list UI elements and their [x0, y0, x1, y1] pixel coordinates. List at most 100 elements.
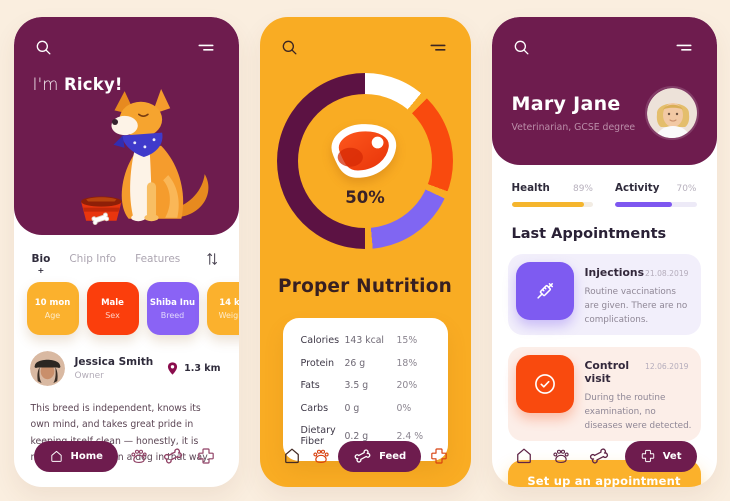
dog-bowl	[80, 196, 122, 225]
bone-icon	[162, 448, 184, 464]
owner-avatar-image	[29, 351, 65, 386]
paw-icon	[311, 446, 331, 466]
owner-distance: 1.3 km	[165, 361, 221, 376]
appointments-section-title: Last Appointments	[511, 226, 667, 242]
nav-plus-button[interactable]	[427, 444, 451, 468]
search-icon	[280, 38, 300, 58]
nav-paw-button[interactable]	[127, 444, 151, 468]
stat-health-percent: 89%	[572, 184, 593, 194]
nutrition-bottom-nav: Feed	[260, 439, 471, 473]
tab-bio-label: Bio	[31, 253, 51, 265]
row-label: Calories	[300, 335, 340, 346]
row-label: Protein	[300, 357, 335, 369]
row-label: Carbs	[300, 402, 329, 414]
appointment-card-control-visit[interactable]: Control visit 12.06.2019 During the rout…	[507, 347, 701, 442]
owner-role: Owner	[74, 371, 104, 381]
chip-sex[interactable]: Male Sex	[86, 282, 139, 335]
menu-button[interactable]	[193, 36, 219, 60]
chip-age-label: Age	[44, 310, 61, 320]
tab-features[interactable]: Features	[135, 253, 180, 265]
table-row: Dietary Fiber 0.2 g 2.4 %	[301, 425, 431, 447]
row-value: 3.5 g	[344, 380, 369, 391]
search-icon	[34, 38, 54, 58]
health-progress-fill	[511, 202, 585, 207]
nav-feed-label: Feed	[379, 450, 407, 462]
greeting-prefix: I'm	[32, 75, 59, 94]
menu-button[interactable]	[671, 36, 697, 60]
nav-feed-button[interactable]: Feed	[338, 440, 422, 472]
paw-icon	[551, 446, 571, 466]
search-button[interactable]	[278, 36, 302, 60]
search-icon	[512, 38, 532, 58]
row-value: 0.2 g	[344, 430, 369, 442]
table-row: Calories 143 kcal 15%	[301, 335, 431, 346]
syringe-icon	[532, 278, 558, 304]
activity-progress-fill	[615, 202, 673, 207]
nav-home-button[interactable]: Home	[33, 440, 118, 472]
nutrition-title: Proper Nutrition	[278, 276, 452, 297]
row-percent: 2.4 %	[396, 430, 424, 442]
tab-bio[interactable]: Bio +	[31, 253, 51, 275]
nav-plus-button[interactable]	[194, 444, 218, 468]
nav-home-button[interactable]	[280, 444, 304, 468]
steak-icon	[331, 124, 397, 178]
vet-header-card: Mary Jane Veterinarian, GCSE degree	[491, 17, 717, 165]
appointment-text: During the routine examination, no disea…	[584, 393, 692, 432]
filter-button[interactable]	[203, 250, 221, 268]
plus-icon	[640, 448, 656, 464]
search-button[interactable]	[510, 36, 534, 60]
table-row: Fats 3.5 g 20%	[301, 380, 431, 391]
nav-paw-button[interactable]	[549, 444, 573, 468]
health-progress-bar	[511, 202, 593, 207]
tab-chip-info[interactable]: Chip Info	[69, 253, 116, 265]
pet-name: Ricky!	[64, 75, 123, 94]
distance-value: 1.3 km	[184, 363, 221, 374]
row-percent: 18%	[396, 357, 418, 369]
appointment-date: 12.06.2019	[645, 362, 689, 372]
menu-button[interactable]	[425, 36, 451, 60]
table-row: Carbs 0 g 0%	[301, 403, 431, 414]
chip-sex-value: Male	[101, 297, 124, 308]
chip-age-value: 10 mon	[34, 297, 71, 308]
row-percent: 15%	[396, 335, 418, 346]
stat-health: Health 89%	[511, 182, 593, 207]
chip-weight[interactable]: 14 kg Weight	[206, 282, 239, 335]
chip-age[interactable]: 10 mon Age	[26, 282, 79, 335]
dog-illustration	[80, 89, 208, 225]
owner-name: Jessica Smith	[74, 356, 154, 368]
plus-icon	[196, 446, 216, 466]
nav-vet-button[interactable]: Vet	[624, 440, 697, 472]
home-icon	[514, 446, 534, 466]
nav-home-label: Home	[70, 450, 103, 462]
nutrition-donut-chart: 50%	[277, 73, 453, 249]
nav-bone-button[interactable]	[586, 446, 612, 466]
donut-percent-label: 50%	[345, 188, 385, 207]
appointment-card-injections[interactable]: Injections 21.08.2019 Routine vaccinatio…	[507, 254, 701, 336]
chip-breed-value: Shiba Inu	[149, 297, 196, 308]
tab-features-label: Features	[135, 253, 181, 265]
check-circle-icon	[532, 371, 558, 397]
search-button[interactable]	[32, 36, 56, 60]
bone-icon	[353, 449, 372, 463]
nav-paw-button[interactable]	[309, 444, 333, 468]
nav-home-button[interactable]	[512, 444, 536, 468]
plus-icon	[429, 446, 449, 466]
appointment-date: 21.08.2019	[645, 269, 689, 278]
vet-avatar	[644, 86, 699, 140]
pet-attribute-chips: 10 mon Age Male Sex Shiba Inu Breed 14 k…	[14, 268, 239, 335]
appointment-title: Control visit	[584, 359, 630, 386]
pet-greeting: I'm Ricky!	[33, 75, 123, 94]
active-tab-indicator: +	[37, 266, 45, 275]
home-icon	[49, 449, 64, 464]
screen-nutrition: 50% Proper Nutrition Calories 143 kcal 1…	[259, 17, 471, 487]
appointment-text: Routine vaccinations are given. There ar…	[584, 287, 688, 326]
stat-activity-label: Activity	[615, 182, 660, 194]
table-row: Protein 26 g 18%	[301, 358, 431, 369]
nav-bone-button[interactable]	[160, 446, 186, 466]
appointment-title: Injections	[584, 266, 645, 279]
hamburger-menu-icon	[673, 38, 695, 58]
chip-breed[interactable]: Shiba Inu Breed	[146, 282, 199, 335]
appointment-icon-tile	[515, 355, 574, 414]
hamburger-menu-icon	[195, 38, 217, 58]
